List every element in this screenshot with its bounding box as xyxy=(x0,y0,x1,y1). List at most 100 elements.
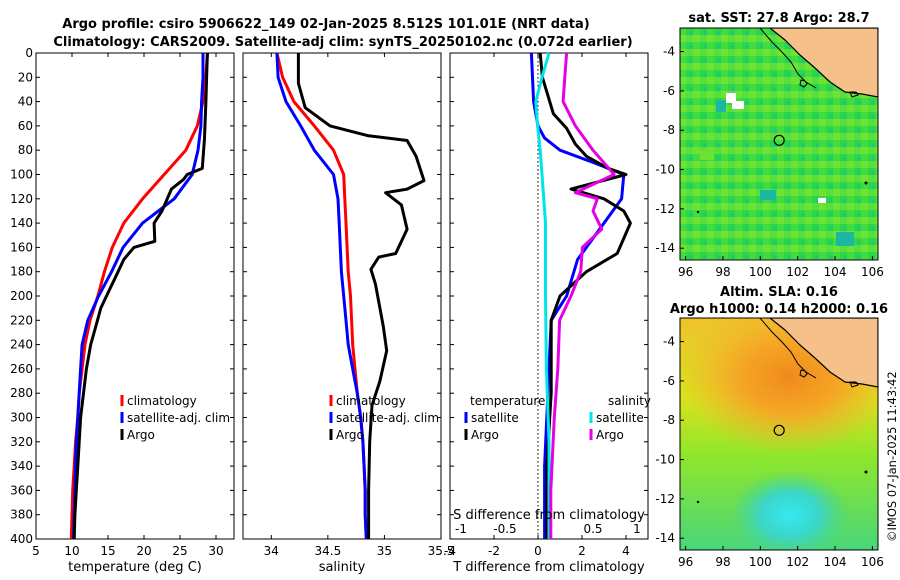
salinity-legend-label: climatology xyxy=(336,394,406,408)
sst-argo-location-marker xyxy=(773,134,785,146)
sst-map-frame xyxy=(679,27,879,261)
m1-lat-label: -10 xyxy=(655,163,675,177)
sst-island-dot xyxy=(696,210,700,214)
salinity-axes-frame xyxy=(242,52,442,540)
sst-island xyxy=(849,91,859,98)
p3-xtick-label: 0 xyxy=(534,544,542,558)
sla-map-frame xyxy=(679,317,879,551)
depth-tick-label: 280 xyxy=(10,386,33,400)
m1-lon-label: 102 xyxy=(786,265,809,279)
m1-lat-label: -6 xyxy=(663,84,675,98)
depth-tick-label: 160 xyxy=(10,240,33,254)
temperature-legend-label: climatology xyxy=(127,394,197,408)
p1-xtick-label: 15 xyxy=(100,544,115,558)
p3-series-s-argo xyxy=(549,52,616,539)
sst-map-field xyxy=(680,28,878,260)
depth-tick-label: 200 xyxy=(10,289,33,303)
m2-lat-label: -12 xyxy=(655,492,675,506)
p3-series-s-satellite xyxy=(534,52,551,539)
m1-lon-label: 98 xyxy=(715,265,730,279)
depth-tick-label: 380 xyxy=(10,508,33,522)
s-difference-xlabel: S difference from climatology xyxy=(453,508,645,523)
m2-lon-label: 106 xyxy=(861,555,884,569)
sst-cool-patch xyxy=(716,100,726,112)
sst-missing-pixel xyxy=(818,198,826,203)
m2-lon-label: 98 xyxy=(715,555,730,569)
imos-credit: ©IMOS 07-Jan-2025 11:43:42 xyxy=(885,371,899,542)
depth-tick-label: 400 xyxy=(10,532,33,546)
sla-argo-location-marker xyxy=(773,424,785,436)
depth-tick-label: 220 xyxy=(10,313,33,327)
m1-lon-label: 96 xyxy=(678,265,693,279)
m1-lat-label: -4 xyxy=(663,45,675,59)
temperature-panel: 5 10 15 20 25 3002040608010012014016018020022… xyxy=(10,46,235,575)
s-difference-tick-label: 0.5 xyxy=(583,522,602,536)
depth-tick-label: 320 xyxy=(10,435,33,449)
temperature-legend-title: temperature xyxy=(470,394,545,408)
p3-series-t-argo xyxy=(538,52,632,539)
temperature-legend-label: satellite-adj. clim xyxy=(127,411,230,425)
m2-lon-label: 104 xyxy=(824,555,847,569)
m1-lon-label: 100 xyxy=(749,265,772,279)
m2-lat-label: -8 xyxy=(663,413,675,427)
s-difference-tick-label: 1 xyxy=(633,522,641,536)
salinity-diff-legend-label: satellite xyxy=(596,411,644,425)
t-difference-xlabel: T difference from climatology xyxy=(452,560,645,575)
depth-tick-label: 80 xyxy=(18,143,33,157)
p3-xtick-label: -4 xyxy=(444,544,456,558)
sla-map-subtitle: Argo h1000: 0.14 h2000: 0.16 xyxy=(670,302,888,317)
depth-tick-label: 360 xyxy=(10,483,33,497)
s-difference-tick-label: -0.5 xyxy=(493,522,516,536)
p2-xtick-label: 35.5 xyxy=(428,544,455,558)
s-difference-tick-label: -1 xyxy=(455,522,467,536)
m1-lon-label: 106 xyxy=(861,265,884,279)
figure-title-line1: Argo profile: csiro 5906622_149 02-Jan-2… xyxy=(62,17,589,32)
sla-low-anomaly xyxy=(730,470,850,550)
salinity-legend-label: Argo xyxy=(336,428,364,442)
depth-tick-label: 20 xyxy=(18,70,33,84)
p2-xtick-label: 35 xyxy=(377,544,392,558)
difference-legend: temperature salinity satellite Argo satellit… xyxy=(464,394,651,442)
sla-island xyxy=(849,381,859,388)
temperature-legend-label: Argo xyxy=(127,428,155,442)
depth-tick-label: 240 xyxy=(10,338,33,352)
depth-tick-label: 300 xyxy=(10,411,33,425)
depth-tick-label: 340 xyxy=(10,459,33,473)
m2-lon-label: 100 xyxy=(749,555,772,569)
p3-xtick-label: 4 xyxy=(622,544,630,558)
p2-series-argo xyxy=(296,53,426,539)
sst-cool-patch xyxy=(836,232,854,246)
depth-tick-label: 260 xyxy=(10,362,33,376)
temperature-diff-legend-label: Argo xyxy=(471,428,499,442)
depth-tick-label: 40 xyxy=(18,95,33,109)
sla-map-panel: Altim. SLA: 0.16 Argo h1000: 0.14 h2000:… xyxy=(655,285,888,569)
p1-xtick-label: 5 xyxy=(32,544,40,558)
depth-tick-label: 0 xyxy=(25,46,33,60)
sst-land-mass xyxy=(769,28,878,98)
p2-series-satellite-adj-clim xyxy=(275,52,368,540)
temperature-diff-legend-label: satellite xyxy=(471,411,519,425)
sst-island-dot xyxy=(864,181,868,185)
m2-lat-label: -14 xyxy=(655,531,675,545)
sst-island xyxy=(799,79,808,88)
temperature-xlabel: temperature (deg C) xyxy=(68,560,202,575)
sst-warm-patch xyxy=(700,150,714,160)
salinity-legend: climatology satellite-adj. clim Argo xyxy=(329,394,439,442)
sst-map-panel: sat. SST: 27.8 Argo: 28.7 96 98 100 102 104 1… xyxy=(655,11,883,279)
sla-map-field xyxy=(680,318,878,550)
sst-map-title: sat. SST: 27.8 Argo: 28.7 xyxy=(688,11,869,26)
m1-lon-label: 104 xyxy=(824,265,847,279)
temperature-legend: climatology satellite-adj. clim Argo xyxy=(120,394,230,442)
p1-xtick-label: 20 xyxy=(136,544,151,558)
p3-xtick-label: 2 xyxy=(578,544,586,558)
m2-lat-label: -10 xyxy=(655,453,675,467)
depth-tick-label: 120 xyxy=(10,192,33,206)
p2-xtick-label: 34 xyxy=(264,544,279,558)
p1-xtick-label: 30 xyxy=(208,544,223,558)
p1-series-satellite-adj-clim xyxy=(71,53,205,540)
difference-panel: -4 -2 0 2 4-1 -0.5 0 0.5 1 T difference from cli… xyxy=(444,52,651,575)
p1-series-argo xyxy=(72,52,209,540)
salinity-xlabel: salinity xyxy=(319,560,366,575)
depth-tick-label: 180 xyxy=(10,265,33,279)
